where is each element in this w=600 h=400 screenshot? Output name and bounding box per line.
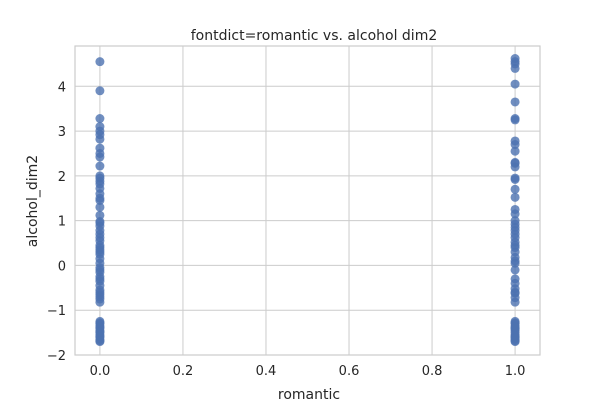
data-point (95, 274, 105, 284)
x-tick-label: 1.0 (505, 364, 526, 379)
data-point (95, 218, 105, 228)
data-point (95, 57, 105, 67)
data-point (510, 97, 520, 107)
data-point (510, 222, 520, 232)
x-tick-label: 0.4 (256, 364, 277, 379)
y-tick-label: 0 (58, 259, 66, 274)
data-point (95, 210, 105, 220)
data-point (95, 161, 105, 171)
y-axis-label: alcohol_dim2 (25, 155, 41, 247)
data-point (510, 184, 520, 194)
data-point (95, 179, 105, 189)
data-point (95, 247, 105, 257)
data-point (95, 114, 105, 124)
data-point (95, 86, 105, 96)
data-point (95, 152, 105, 162)
data-point (510, 146, 520, 156)
data-point (510, 265, 520, 275)
data-point (510, 59, 520, 69)
data-point (510, 287, 520, 297)
y-tick-labels: −2 −1 0 1 2 3 4 (47, 80, 66, 364)
x-axis-label: romantic (278, 387, 340, 400)
chart-title: fontdict=romantic vs. alcohol dim2 (191, 28, 438, 44)
data-point (95, 193, 105, 203)
x-tick-label: 0.8 (422, 364, 443, 379)
y-tick-label: 3 (58, 125, 66, 140)
data-point (95, 292, 105, 302)
x-tick-label: 0.2 (173, 364, 194, 379)
y-tick-label: 2 (58, 170, 66, 185)
x-tick-label: 0.0 (90, 364, 111, 379)
data-point (95, 134, 105, 144)
data-point (510, 115, 520, 125)
data-point (510, 274, 520, 284)
data-point (95, 336, 105, 346)
data-point (510, 192, 520, 202)
data-point (510, 256, 520, 266)
x-tick-label: 0.6 (339, 364, 360, 379)
y-tick-label: 1 (58, 215, 66, 230)
y-tick-label: −2 (47, 349, 66, 364)
plot-frame (74, 45, 541, 356)
data-point (510, 322, 520, 332)
data-points (95, 54, 520, 347)
data-point (510, 209, 520, 219)
data-point (510, 79, 520, 89)
data-point (510, 333, 520, 343)
data-point (510, 240, 520, 250)
grid-lines (75, 46, 540, 356)
data-point (95, 265, 105, 275)
y-tick-label: −1 (47, 304, 66, 319)
data-point (510, 229, 520, 239)
data-point (95, 171, 105, 181)
data-point (510, 297, 520, 307)
data-point (510, 140, 520, 150)
y-tick-label: 4 (58, 80, 66, 95)
data-point (510, 158, 520, 168)
x-tick-labels: 0.0 0.2 0.4 0.6 0.8 1.0 (90, 364, 526, 379)
data-point (95, 202, 105, 212)
data-point (510, 174, 520, 184)
